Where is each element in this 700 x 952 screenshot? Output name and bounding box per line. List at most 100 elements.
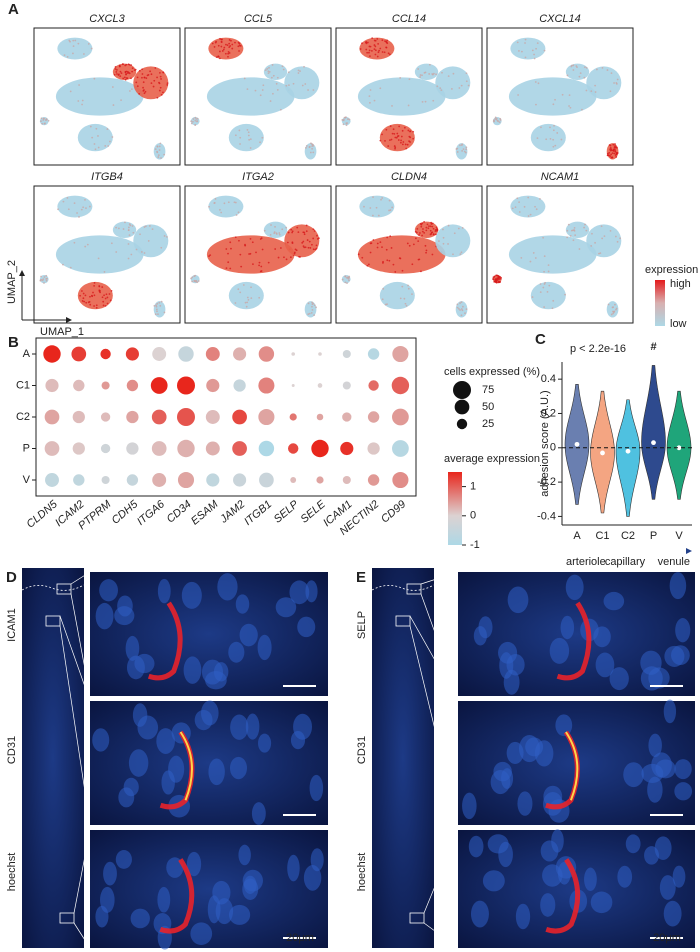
umap-cell xyxy=(91,136,94,139)
umap-cell xyxy=(57,208,59,211)
umap-cell xyxy=(388,259,391,262)
nucleus xyxy=(289,580,310,605)
vessel xyxy=(147,601,183,681)
umap-cell xyxy=(539,198,541,200)
umap-cell xyxy=(250,297,253,300)
umap-cell xyxy=(394,147,396,150)
umap-cell xyxy=(45,119,47,122)
umap-cell xyxy=(227,50,230,53)
umap-cell xyxy=(594,91,597,93)
umap-cell xyxy=(372,196,374,199)
umap-cell xyxy=(411,263,414,266)
umap-cell xyxy=(279,108,282,111)
umap-cell xyxy=(281,228,284,231)
umap-cell xyxy=(524,56,527,59)
umap-cell xyxy=(237,211,240,214)
umap-cell xyxy=(531,296,534,298)
umap-cell xyxy=(465,308,468,311)
umap-cell xyxy=(153,79,156,82)
umap-cell xyxy=(464,151,467,154)
umap-cell xyxy=(564,293,566,296)
umap-cell xyxy=(142,86,144,89)
nucleus xyxy=(625,834,641,854)
umap-cell xyxy=(225,43,227,46)
umap-cell xyxy=(159,75,162,78)
umap-cell xyxy=(141,76,143,79)
umap-cell xyxy=(361,42,363,45)
umap-cell xyxy=(144,90,147,93)
umap-cell xyxy=(456,151,459,153)
umap-cell xyxy=(233,201,236,204)
umap-cell xyxy=(447,243,449,245)
umap-cell xyxy=(372,239,375,241)
colorbar-label: -1 xyxy=(470,539,480,551)
umap-cell xyxy=(196,120,198,123)
dot xyxy=(342,349,351,359)
umap-cell xyxy=(381,133,383,136)
umap-cell xyxy=(609,146,612,149)
nucleus xyxy=(507,586,529,614)
nucleus xyxy=(623,762,644,788)
umap-cell xyxy=(415,231,418,234)
umap-cell xyxy=(405,147,408,150)
umap-cell xyxy=(80,208,83,211)
umap-cell xyxy=(368,95,371,98)
umap-cell xyxy=(282,68,285,71)
umap-cell xyxy=(371,214,374,217)
umap-cell xyxy=(560,138,563,141)
umap-cell xyxy=(151,228,154,231)
umap-cell xyxy=(77,42,80,45)
dot xyxy=(367,348,380,360)
umap-cell xyxy=(91,294,93,297)
nucleus xyxy=(501,768,514,789)
umap-cell xyxy=(108,140,111,143)
umap-cell xyxy=(408,78,411,81)
umap-cell xyxy=(143,252,146,254)
umap-cell xyxy=(457,227,460,230)
umap-cell xyxy=(311,143,313,146)
umap-cell xyxy=(270,224,272,226)
umap-cell xyxy=(310,312,313,314)
umap-cell xyxy=(543,255,546,258)
umap-cell xyxy=(43,282,45,284)
umap-cell xyxy=(93,294,96,297)
umap-cell xyxy=(552,145,555,148)
umap-cell xyxy=(213,202,216,204)
umap-cell xyxy=(92,291,94,294)
umap-cell xyxy=(235,214,238,216)
umap-cell xyxy=(498,278,500,281)
umap-cell xyxy=(455,148,458,150)
colorbar xyxy=(448,472,462,545)
umap-cell xyxy=(428,63,431,66)
umap-cell xyxy=(385,248,388,251)
umap-cell xyxy=(389,209,392,211)
nucleus xyxy=(115,850,132,869)
legend-high: high xyxy=(670,278,691,290)
nucleus xyxy=(99,579,118,602)
umap-cell xyxy=(441,71,443,74)
umap-cell xyxy=(567,223,570,226)
umap-cell xyxy=(242,284,245,286)
umap-cell xyxy=(109,299,112,302)
umap-cell xyxy=(130,253,133,256)
dot xyxy=(126,474,139,486)
umap-cell xyxy=(374,39,377,42)
nucleus xyxy=(245,713,260,740)
umap-cell xyxy=(129,224,132,227)
umap-cell xyxy=(498,121,501,124)
umap-cell xyxy=(131,70,134,73)
umap-cell xyxy=(407,284,409,287)
umap-cell xyxy=(600,225,603,228)
umap-cell xyxy=(578,75,581,78)
umap-cell xyxy=(273,232,276,235)
umap-cell xyxy=(516,197,519,200)
umap-cell xyxy=(234,201,237,204)
umap-cell xyxy=(43,276,46,278)
umap-cell xyxy=(384,303,387,306)
median-dot xyxy=(574,441,580,447)
umap-cell xyxy=(125,77,128,79)
umap-cell xyxy=(585,89,588,92)
umap-cell xyxy=(430,231,433,234)
umap-cell xyxy=(421,101,424,103)
umap-cell xyxy=(247,298,250,301)
